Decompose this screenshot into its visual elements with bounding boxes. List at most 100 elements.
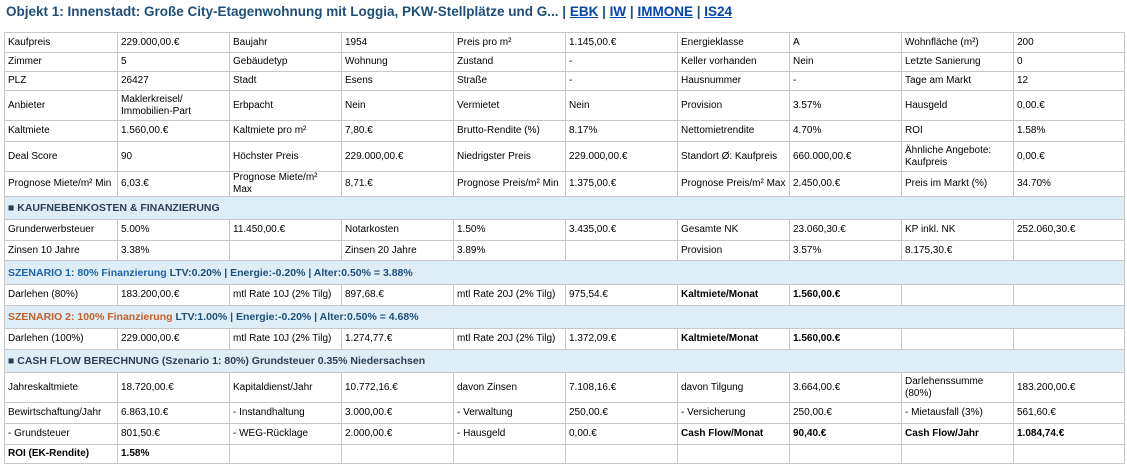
table-row: Prognose Miete/m² Min 6,03.€ Prognose Miet… — [4, 171, 1125, 197]
label-cell: - Instandhaltung — [229, 402, 342, 424]
value-cell: 3.57% — [789, 240, 902, 261]
value-cell: 1.58% — [117, 444, 230, 464]
value-cell: - — [565, 71, 678, 91]
label-cell: Deal Score — [4, 141, 118, 172]
link-is24[interactable]: IS24 — [704, 4, 733, 19]
value-cell: 252.060,30.€ — [1013, 219, 1125, 241]
value-cell — [1013, 328, 1125, 350]
label-cell: Baujahr — [229, 32, 342, 53]
value-cell: Zinsen 20 Jahre — [341, 240, 454, 261]
szenario1-details: LTV:0.20% | Energie:-0.20% | Alter:0.50%… — [166, 266, 413, 279]
value-cell: 18.720,00.€ — [117, 372, 230, 403]
label-cell: Darlehenssumme (80%) — [901, 372, 1014, 403]
value-cell — [789, 444, 902, 464]
value-cell: - — [789, 71, 902, 91]
value-cell — [1013, 284, 1125, 306]
label-cell: Nettomietrendite — [677, 120, 790, 142]
link-iw[interactable]: IW — [609, 4, 627, 19]
value-cell: 250,00.€ — [565, 402, 678, 424]
table-row: Anbieter Maklerkreisel/ Immobilien-Part Er… — [4, 90, 1125, 121]
label-cell: Hausnummer — [677, 71, 790, 91]
value-cell: 229.000,00.€ — [117, 328, 230, 350]
link-ebk[interactable]: EBK — [569, 4, 599, 19]
szenario2-section: SZENARIO 2: 100% Finanzierung LTV:1.00% … — [4, 305, 1125, 329]
value-cell: Nein — [565, 90, 678, 121]
label-cell: Straße — [453, 71, 566, 91]
label-cell: Cash Flow/Jahr — [901, 423, 1014, 445]
label-cell: Prognose Miete/m² Max — [229, 171, 342, 197]
link-immone[interactable]: IMMONE — [637, 4, 693, 19]
value-cell: 3.435,00.€ — [565, 219, 678, 241]
label-cell: Hausgeld — [901, 90, 1014, 121]
value-cell: 1954 — [341, 32, 454, 53]
label-cell: - Verwaltung — [453, 402, 566, 424]
value-cell: 12 — [1013, 71, 1125, 91]
label-cell: Zinsen 10 Jahre — [4, 240, 118, 261]
value-cell: 1.560,00.€ — [789, 284, 902, 306]
table-row: Kaufpreis 229.000,00.€ Baujahr 1954 Preis pr… — [4, 32, 1125, 53]
value-cell: 1.274,77.€ — [341, 328, 454, 350]
label-cell: Energieklasse — [677, 32, 790, 53]
value-cell: 2.450,00.€ — [789, 171, 902, 197]
szenario1-section: SZENARIO 1: 80% Finanzierung LTV:0.20% |… — [4, 260, 1125, 285]
label-cell: mtl Rate 10J (2% Tilg) — [229, 328, 342, 350]
label-cell: Erbpacht — [229, 90, 342, 121]
szenario2-details: LTV:1.00% | Energie:-0.20% | Alter:0.50%… — [172, 311, 419, 323]
label-cell: Provision — [677, 90, 790, 121]
label-cell: Tage am Markt — [901, 71, 1014, 91]
label-cell: Prognose Miete/m² Min — [4, 171, 118, 197]
value-cell: 183.200,00.€ — [1013, 372, 1125, 403]
nebenkosten-section: ■ KAUFNEBENKOSTEN & FINANZIERUNG — [4, 196, 1125, 220]
label-cell: - WEG-Rücklage — [229, 423, 342, 445]
label-cell: Kaufpreis — [4, 32, 118, 53]
label-cell — [901, 444, 1014, 464]
value-cell: 229.000,00.€ — [341, 141, 454, 172]
label-cell: Preis im Markt (%) — [901, 171, 1014, 197]
object-title: Objekt 1: Innenstadt: Große City-Etagenw… — [6, 4, 559, 19]
section-header-row: SZENARIO 1: 80% Finanzierung LTV:0.20% |… — [4, 260, 1125, 285]
value-cell: 801,50.€ — [117, 423, 230, 445]
label-cell: Anbieter — [4, 90, 118, 121]
label-cell: davon Tilgung — [677, 372, 790, 403]
separator: | — [696, 4, 701, 19]
separator: | — [629, 4, 634, 19]
value-cell — [1013, 444, 1125, 464]
separator: | — [562, 4, 567, 19]
label-cell — [901, 328, 1014, 350]
value-cell: 7,80.€ — [341, 120, 454, 142]
table-row: Deal Score 90 Höchster Preis 229.000,00.€ Ni… — [4, 141, 1125, 172]
value-cell: Wohnung — [341, 52, 454, 72]
label-cell — [901, 284, 1014, 306]
label-cell: Kaltmiete — [4, 120, 118, 142]
value-cell: 1.375,00.€ — [565, 171, 678, 197]
value-cell: 1.145,00.€ — [565, 32, 678, 53]
label-cell — [677, 444, 790, 464]
table-row: - Grundsteuer 801,50.€ - WEG-Rücklage 2.000… — [4, 423, 1125, 445]
value-cell: Nein — [341, 90, 454, 121]
value-cell: 660.000,00.€ — [789, 141, 902, 172]
label-cell — [453, 444, 566, 464]
label-cell: Brutto-Rendite (%) — [453, 120, 566, 142]
label-cell: Niedrigster Preis — [453, 141, 566, 172]
label-cell: Prognose Preis/m² Min — [453, 171, 566, 197]
section-header-row: ■ CASH FLOW BERECHNUNG (Szenario 1: 80%)… — [4, 349, 1125, 373]
label-cell: Kaltmiete/Monat — [677, 284, 790, 306]
section-header-szenario2: SZENARIO 2: 100% Finanzierung LTV:1.00% … — [4, 305, 1125, 329]
label-cell: PLZ — [4, 71, 118, 91]
section-header-row: ■ KAUFNEBENKOSTEN & FINANZIERUNG — [4, 196, 1125, 220]
label-cell: Kapitaldienst/Jahr — [229, 372, 342, 403]
value-cell: 7.108,16.€ — [565, 372, 678, 403]
label-cell: ROI — [901, 120, 1014, 142]
value-cell: Maklerkreisel/ Immobilien-Part — [117, 90, 230, 121]
value-cell: 1.372,09.€ — [565, 328, 678, 350]
value-cell: 183.200,00.€ — [117, 284, 230, 306]
table-row: Bewirtschaftung/Jahr 6.863,10.€ - Instandh… — [4, 402, 1125, 424]
value-cell: 34.70% — [1013, 171, 1125, 197]
szenario1-label: SZENARIO 1: 80% Finanzierung — [8, 266, 167, 279]
value-cell: 229.000,00.€ — [565, 141, 678, 172]
label-cell: Darlehen (80%) — [4, 284, 118, 306]
value-cell: 90,40.€ — [789, 423, 902, 445]
value-cell: 5 — [117, 52, 230, 72]
label-cell: mtl Rate 20J (2% Tilg) — [453, 328, 566, 350]
table-row: Kaltmiete 1.560,00.€ Kaltmiete pro m² 7,80.… — [4, 120, 1125, 142]
